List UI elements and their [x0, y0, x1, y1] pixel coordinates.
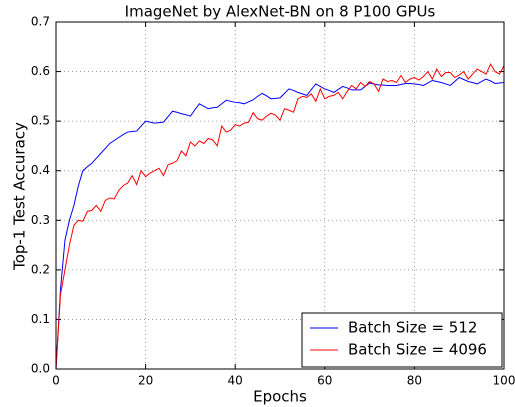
y-tick-label: 0.6 [31, 64, 50, 78]
y-tick-label: 0.0 [31, 362, 50, 376]
legend-label: Batch Size = 512 [348, 319, 477, 337]
legend-box [301, 312, 503, 368]
y-tick-label: 0.1 [31, 312, 50, 326]
chart-title: ImageNet by AlexNet-BN on 8 P100 GPUs [125, 3, 436, 21]
x-tick-label: 0 [52, 374, 60, 388]
y-tick-label: 0.3 [31, 213, 50, 227]
legend: Batch Size = 512 Batch Size = 4096 [301, 312, 503, 368]
series-line [55, 63, 505, 370]
x-tick-label: 20 [138, 374, 153, 388]
y-tick-label: 0.2 [31, 262, 50, 276]
x-axis-label: Epochs [253, 388, 307, 406]
series-line [55, 76, 505, 370]
x-tick-label: 40 [228, 374, 243, 388]
y-axis-label: Top-1 Test Accuracy [11, 122, 29, 271]
y-tick-label: 0.5 [31, 114, 50, 128]
y-tick-label: 0.4 [31, 163, 50, 177]
x-tick-label: 100 [493, 374, 515, 388]
x-tick-label: 60 [317, 374, 332, 388]
x-tick-label: 80 [407, 374, 422, 388]
y-tick-label: 0.7 [31, 15, 50, 29]
legend-label: Batch Size = 4096 [348, 341, 487, 359]
plot-frame [55, 21, 505, 370]
